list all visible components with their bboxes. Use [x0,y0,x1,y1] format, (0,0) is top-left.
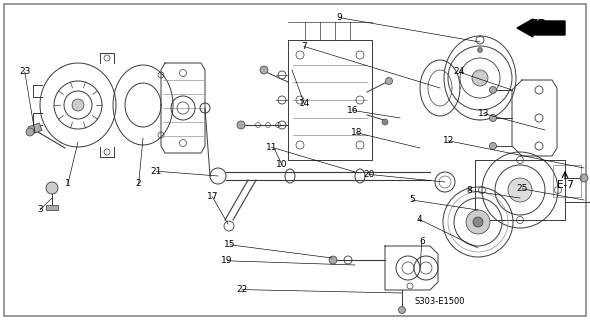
Circle shape [382,119,388,125]
Circle shape [398,307,405,314]
Text: 13: 13 [478,109,490,118]
Circle shape [466,210,490,234]
Text: 6: 6 [419,237,425,246]
Bar [46,205,58,210]
Text: 14: 14 [299,100,310,108]
FancyArrow shape [517,19,565,37]
Circle shape [329,256,337,264]
Text: 22: 22 [236,285,248,294]
Circle shape [237,121,245,129]
Circle shape [260,66,268,74]
Text: 19: 19 [221,256,233,265]
Text: 10: 10 [276,160,288,169]
Circle shape [508,178,532,202]
Text: E-7: E-7 [556,180,573,190]
Text: 24: 24 [453,68,465,76]
Text: 20: 20 [363,170,375,179]
Circle shape [490,115,497,122]
Circle shape [26,128,34,136]
Text: 8: 8 [466,186,472,195]
Circle shape [72,99,84,111]
Text: 25: 25 [516,184,528,193]
Text: 15: 15 [224,240,236,249]
Circle shape [580,174,588,182]
Text: 9: 9 [336,13,342,22]
Circle shape [490,86,497,93]
Text: 2: 2 [136,180,142,188]
Text: 4: 4 [416,215,422,224]
Circle shape [46,182,58,194]
Circle shape [385,77,392,84]
Text: 3: 3 [37,205,43,214]
Text: 17: 17 [206,192,218,201]
Text: 11: 11 [266,143,277,152]
Text: 5: 5 [409,196,415,204]
Circle shape [477,47,483,52]
Text: 12: 12 [442,136,454,145]
Text: 16: 16 [347,106,359,115]
Text: S303-E1500: S303-E1500 [415,298,466,307]
Text: 1: 1 [65,180,71,188]
Text: FR.: FR. [529,18,552,30]
Circle shape [490,142,497,149]
Bar [28,123,42,134]
Text: 18: 18 [351,128,363,137]
Text: 7: 7 [301,42,307,51]
Circle shape [473,217,483,227]
Circle shape [472,70,488,86]
Text: 23: 23 [19,68,31,76]
Text: 21: 21 [150,167,162,176]
Bar [553,165,581,197]
